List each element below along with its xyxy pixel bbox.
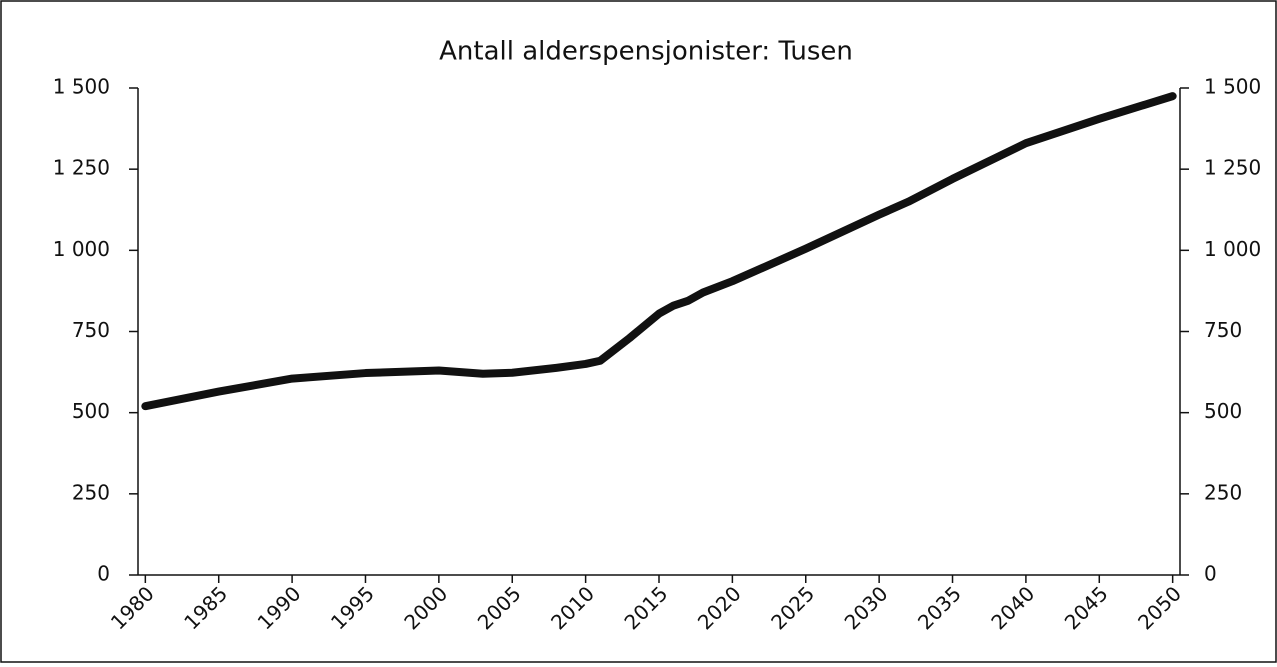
- y-tick-label: 1 000: [53, 237, 110, 261]
- y2-tick-label: 1 500: [1204, 75, 1261, 99]
- chart-title: Antall alderspensjonister: Tusen: [439, 37, 853, 67]
- x-tick-label: 2010: [546, 581, 599, 634]
- x-tick-label: 2030: [840, 581, 893, 634]
- x-tick-label: 2050: [1133, 581, 1186, 634]
- y-tick-label: 250: [72, 480, 110, 504]
- x-tick-label: 2040: [986, 581, 1039, 634]
- y-tick-label: 0: [97, 562, 110, 586]
- x-tick-label: 1995: [326, 581, 379, 634]
- y2-tick-label: 500: [1204, 399, 1242, 423]
- y-tick-label: 500: [72, 399, 110, 423]
- y-tick-label: 1 500: [53, 75, 110, 99]
- y2-tick-label: 250: [1204, 480, 1242, 504]
- y2-tick-label: 750: [1204, 318, 1242, 342]
- y2-tick-label: 1 250: [1204, 156, 1261, 180]
- y-tick-label: 750: [72, 318, 110, 342]
- x-tick-label: 1980: [106, 581, 159, 634]
- x-tick-label: 1990: [253, 581, 306, 634]
- y2-tick-label: 1 000: [1204, 237, 1261, 261]
- x-tick-label: 2015: [619, 581, 672, 634]
- y-tick-label: 1 250: [53, 156, 110, 180]
- x-tick-label: 2020: [693, 581, 746, 634]
- x-tick-label: 2035: [913, 581, 966, 634]
- x-tick-label: 2045: [1060, 581, 1113, 634]
- x-tick-label: 1985: [179, 581, 232, 634]
- y2-tick-label: 0: [1204, 562, 1217, 586]
- x-tick-label: 2000: [399, 581, 452, 634]
- x-tick-label: 2005: [473, 581, 526, 634]
- line: [141, 92, 1177, 411]
- x-tick-label: 2025: [766, 581, 819, 634]
